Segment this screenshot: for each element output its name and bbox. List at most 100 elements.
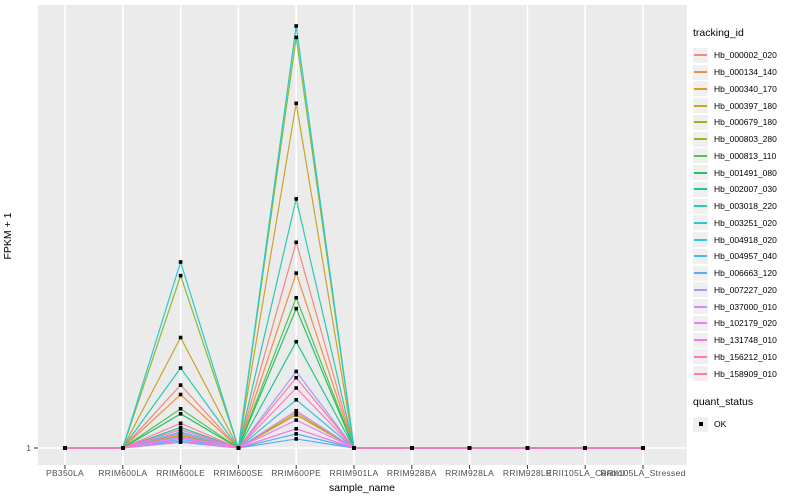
legend-key-box (693, 332, 708, 348)
chart-point (63, 446, 67, 450)
chart-point (178, 406, 183, 411)
chart-point (178, 392, 183, 397)
legend-entry-label: Hb_006663_120 (714, 268, 777, 279)
legend-key-box (693, 81, 708, 97)
legend-title-quant-status: quant_status (693, 396, 754, 408)
legend-key-box (693, 248, 708, 264)
chart-point (178, 412, 183, 416)
legend-key-line (694, 121, 707, 124)
legend-entry: Hb_007227_020 (693, 282, 799, 299)
chart-point (294, 101, 298, 106)
x-tick-label: RRIM600LE (156, 468, 206, 478)
chart-point (294, 408, 298, 413)
chart-point (294, 197, 298, 201)
legend-key-line (694, 171, 707, 174)
x-tick-label: RRIM600SE (213, 468, 264, 478)
legend-entry-label: Hb_000679_180 (714, 117, 777, 128)
legend-key-line (694, 305, 707, 308)
legend-key-box (693, 165, 708, 181)
legend-key-line (694, 188, 707, 191)
chart-point (352, 446, 356, 450)
legend-key-line (694, 104, 707, 107)
legend-key-line (694, 205, 707, 208)
legend-entry-label: OK (714, 419, 727, 430)
legend-entry-label: Hb_102179_020 (714, 318, 777, 329)
legend-key-line (694, 339, 707, 342)
legend-title-tracking-id: tracking_id (693, 27, 744, 39)
legend-key-line (694, 221, 707, 224)
legend-key-line (694, 154, 707, 157)
chart-point (178, 436, 183, 440)
legend-entry: Hb_000340_170 (693, 81, 799, 98)
legend-key-box (693, 215, 708, 231)
chart-point (525, 446, 530, 450)
legend-entry-label: Hb_000340_170 (714, 83, 777, 94)
legend-entry: Hb_003251_020 (693, 215, 799, 232)
chart-point (294, 426, 298, 431)
chart-point (641, 446, 645, 450)
legend-key-line (694, 372, 707, 375)
legend-entry: Hb_001491_080 (693, 164, 799, 181)
legend-entry-label: Hb_000813_110 (714, 150, 777, 161)
chart-point (294, 375, 298, 380)
legend-entry: Hb_000397_180 (693, 97, 799, 114)
chart-point (294, 271, 298, 275)
legend-entry-label: Hb_000134_140 (714, 67, 777, 78)
legend-entries: Hb_000002_020 Hb_000134_140 Hb_000340_170 H… (693, 47, 799, 382)
legend-entry: Hb_131748_010 (693, 332, 799, 349)
legend-entry-label: Hb_001491_080 (714, 167, 777, 178)
legend-entry-label: Hb_158909_010 (714, 368, 777, 379)
legend-entry-label: Hb_002007_030 (714, 184, 777, 195)
plot-panel (38, 5, 687, 465)
legend-entry: Hb_000803_280 (693, 131, 799, 148)
legend: tracking_id Hb_000002_020 Hb_000134_140 Hb… (693, 27, 799, 433)
legend-key-line (694, 54, 707, 57)
chart-point (178, 425, 183, 430)
chart-point (294, 418, 298, 422)
legend-key-box (693, 366, 708, 382)
x-tick-label: RRII105LA_Control (545, 468, 625, 478)
legend-entry-label: Hb_003251_020 (714, 217, 777, 228)
chart-point (294, 339, 298, 344)
chart-point (178, 383, 183, 387)
legend-entry: Hb_000002_020 (693, 47, 799, 64)
legend-entry-label: Hb_131748_010 (714, 335, 777, 346)
chart-point (294, 369, 298, 374)
legend-entry: Hb_037000_010 (693, 298, 799, 315)
legend-entry-label: Hb_037000_010 (714, 301, 777, 312)
legend-key-box (693, 47, 708, 63)
chart-point (178, 427, 183, 432)
legend-key-line (694, 355, 707, 358)
legend-entry-label: Hb_000397_180 (714, 100, 777, 111)
legend-key-box (693, 315, 708, 331)
legend-entry-label: Hb_004957_040 (714, 251, 777, 262)
legend-entry: Hb_102179_020 (693, 315, 799, 332)
legend-entry-label: Hb_007227_020 (714, 284, 777, 295)
x-tick-label: RRIM928BA (386, 468, 437, 478)
legend-key-box (693, 416, 708, 432)
y-tick-label: 1 (26, 443, 31, 453)
chart-point (294, 295, 298, 300)
chart-point (294, 398, 298, 402)
chart-point (178, 439, 183, 443)
legend-entry-label: Hb_000002_020 (714, 50, 777, 61)
legend-key-line (694, 71, 707, 74)
legend-entry: Hb_002007_030 (693, 181, 799, 198)
legend-entry: Hb_158909_010 (693, 365, 799, 382)
legend-key-box (693, 131, 708, 147)
legend-key-line (694, 288, 707, 291)
chart-point (236, 446, 241, 450)
ok-point-icon (698, 422, 703, 427)
chart-point (178, 431, 183, 435)
chart-point (178, 335, 183, 340)
x-tick-label: RRIM600PE (271, 468, 322, 478)
legend-key-box (693, 265, 708, 281)
legend-entry: Hb_000134_140 (693, 64, 799, 81)
legend-entry: Hb_003018_220 (693, 198, 799, 215)
legend-key-box (693, 299, 708, 315)
legend-key-box (693, 198, 708, 214)
x-tick-label: PB350LA (45, 468, 85, 478)
legend-entry: Hb_156212_010 (693, 349, 799, 366)
legend-key-box (693, 98, 708, 114)
